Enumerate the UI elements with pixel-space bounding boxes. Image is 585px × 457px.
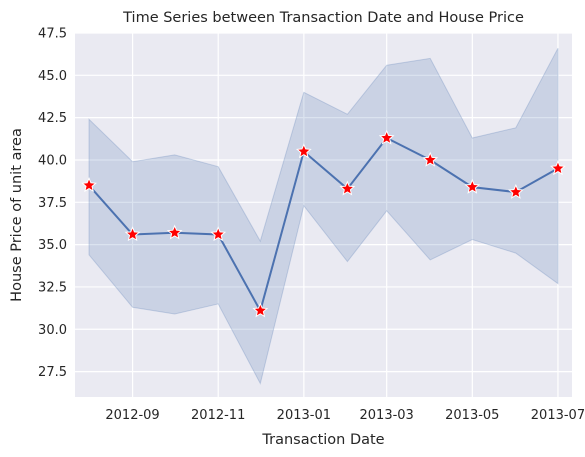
x-tick-label: 2013-03	[360, 408, 414, 423]
data-point	[422, 151, 439, 167]
y-tick-label: 47.5	[38, 27, 67, 42]
y-tick-label: 27.5	[38, 365, 67, 380]
data-point	[124, 226, 141, 242]
x-tick-label: 2012-09	[105, 408, 159, 423]
y-tick-label: 30.0	[38, 323, 67, 338]
y-tick-label: 42.5	[38, 111, 67, 126]
confidence-band	[88, 47, 559, 385]
data-points	[81, 129, 566, 318]
y-tick-label: 45.0	[38, 69, 67, 84]
x-tick-label: 2012-11	[191, 408, 245, 423]
y-tick-label: 40.0	[38, 153, 67, 168]
y-tick-label: 32.5	[38, 280, 67, 295]
x-tick-label: 2013-01	[277, 408, 331, 423]
ci-band-area	[88, 47, 559, 385]
data-point	[378, 129, 395, 145]
x-axis-label: Transaction Date	[261, 432, 384, 448]
x-tick-label: 2013-07	[531, 408, 585, 423]
y-tick-label: 37.5	[38, 196, 67, 211]
grid	[75, 32, 572, 397]
data-point	[210, 226, 227, 242]
data-point	[550, 160, 566, 176]
y-axis-label: House Price of unit area	[9, 128, 25, 302]
y-axis-ticks: 27.5 30.0 32.5 35.0 37.5 40.0 42.5 45.0 47.5	[38, 27, 67, 381]
data-point	[252, 302, 269, 318]
series-line-path	[88, 136, 559, 314]
data-point	[295, 143, 312, 159]
data-point	[166, 224, 183, 240]
y-tick-label: 35.0	[38, 238, 67, 253]
series-line	[88, 136, 559, 314]
data-point	[507, 183, 524, 199]
data-point	[339, 180, 356, 196]
data-point	[464, 178, 481, 194]
chart-title: Time Series between Transaction Date and…	[122, 10, 524, 26]
x-axis-ticks: 2012-09 2012-11 2013-01 2013-03 2013-05 2013-…	[105, 408, 585, 423]
x-tick-label: 2013-05	[445, 408, 499, 423]
data-point	[81, 177, 97, 193]
plot-area	[75, 33, 572, 397]
